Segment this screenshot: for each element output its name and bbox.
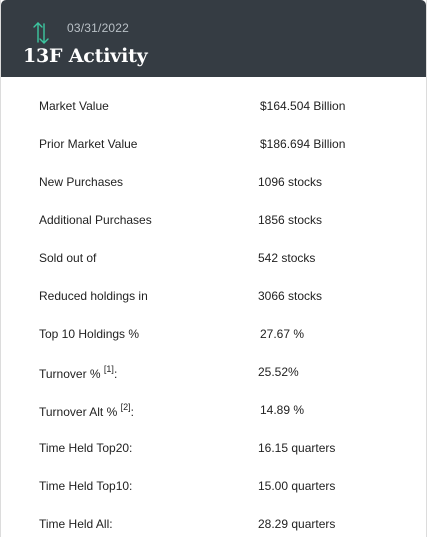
metric-label-text: Turnover % <box>39 367 101 381</box>
metric-value: 1856 stocks <box>258 213 323 227</box>
metric-label: Reduced holdings in <box>39 289 148 303</box>
metric-value: 1096 stocks <box>258 175 323 189</box>
metric-label: Time Held Top20: <box>39 441 133 455</box>
footnote-link[interactable]: [2] <box>120 402 131 412</box>
metric-label: Market Value <box>39 99 109 113</box>
card-header: 03/31/2022 13F Activity <box>1 0 426 77</box>
row-top10-holdings: Top 10 Holdings % 27.67 % <box>1 315 426 353</box>
row-time-held-top20: Time Held Top20: 16.15 quarters <box>1 429 426 467</box>
sort-arrows-icon <box>31 20 51 46</box>
metric-value: 27.67 % <box>260 327 305 341</box>
metric-value: 16.15 quarters <box>258 441 336 455</box>
row-turnover: Turnover % [1]: 25.52% <box>1 353 426 391</box>
metric-value: 3066 stocks <box>258 289 323 303</box>
metric-label: New Purchases <box>39 175 124 189</box>
report-date: 03/31/2022 <box>67 21 130 35</box>
metric-label-text: Turnover Alt % <box>39 405 118 419</box>
metric-label: Turnover % [1]: <box>39 364 118 381</box>
metric-label: Prior Market Value <box>39 137 138 151</box>
metric-label: Time Held All: <box>39 517 113 531</box>
row-time-held-top10: Time Held Top10: 15.00 quarters <box>1 467 426 505</box>
metric-value: 14.89 % <box>260 403 305 417</box>
metric-value: 25.52% <box>258 365 299 379</box>
metric-label: Sold out of <box>39 251 97 265</box>
row-sold-out: Sold out of 542 stocks <box>1 239 426 277</box>
label-colon: : <box>130 405 134 419</box>
label-colon: : <box>113 367 118 381</box>
metric-value: 15.00 quarters <box>258 479 336 493</box>
footnote-link[interactable]: [1] <box>103 364 114 374</box>
metric-label: Time Held Top10: <box>39 479 133 493</box>
metric-label: Additional Purchases <box>39 213 152 227</box>
metric-value: 28.29 quarters <box>258 517 336 531</box>
row-additional-purchases: Additional Purchases 1856 stocks <box>1 201 426 239</box>
row-time-held-all: Time Held All: 28.29 quarters <box>1 505 426 543</box>
metric-value: $164.504 Billion <box>260 99 346 113</box>
metric-label: Turnover Alt % [2]: <box>39 402 134 419</box>
card-title: 13F Activity <box>23 45 148 67</box>
row-reduced-holdings: Reduced holdings in 3066 stocks <box>1 277 426 315</box>
metric-value: $186.694 Billion <box>260 137 346 151</box>
row-turnover-alt: Turnover Alt % [2]: 14.89 % <box>1 391 426 429</box>
row-new-purchases: New Purchases 1096 stocks <box>1 163 426 201</box>
row-prior-market-value: Prior Market Value $186.694 Billion <box>1 125 426 163</box>
metric-value: 542 stocks <box>258 251 316 265</box>
metric-label: Top 10 Holdings % <box>39 327 140 341</box>
row-market-value: Market Value $164.504 Billion <box>1 87 426 125</box>
